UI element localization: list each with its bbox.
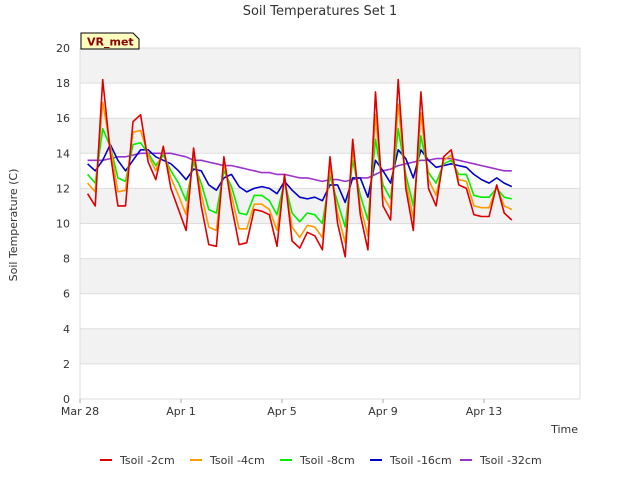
y-tick-label: 12 <box>56 182 70 195</box>
station-badge: VR_met <box>80 32 140 50</box>
y-tick-label: 10 <box>56 218 70 231</box>
series-line <box>86 78 513 258</box>
legend-label: Tsoil -16cm <box>389 454 452 467</box>
x-tick-label: Apr 1 <box>166 405 196 418</box>
x-tick-label: Apr 9 <box>368 405 398 418</box>
station-badge-box <box>80 32 140 50</box>
legend: Tsoil -2cm Tsoil -4cm Tsoil -8cm Tsoil -16c… <box>100 454 542 467</box>
plot-band <box>80 258 580 294</box>
plot-band <box>80 328 580 364</box>
plot-band <box>80 118 580 154</box>
y-tick-label: 20 <box>56 42 70 55</box>
series-line <box>87 143 513 204</box>
legend-label: Tsoil -2cm <box>119 454 175 467</box>
x-tick-label: Apr 5 <box>267 405 297 418</box>
y-tick-label: 8 <box>63 253 70 266</box>
plot-band <box>80 188 580 224</box>
legend-label: Tsoil -8cm <box>299 454 355 467</box>
legend-label: Tsoil -4cm <box>209 454 265 467</box>
grid-lines <box>79 47 581 400</box>
y-tick-label: 6 <box>63 288 70 301</box>
x-tick-label: Mar 28 <box>61 405 99 418</box>
y-axis-ticks: 0 2 4 6 8 10 12 14 16 18 20 <box>56 42 70 406</box>
x-tick-label: Apr 13 <box>466 405 503 418</box>
y-tick-label: 14 <box>56 147 70 160</box>
plot-band <box>80 48 580 84</box>
y-tick-label: 0 <box>63 393 70 406</box>
series-lines <box>86 78 513 258</box>
chart-title: Soil Temperatures Set 1 <box>243 4 398 19</box>
x-axis-ticks: Mar 28 Apr 1 Apr 5 Apr 9 Apr 13 <box>61 399 502 418</box>
y-axis-label: Soil Temperature (C) <box>7 169 20 282</box>
x-axis-label: Time <box>550 423 578 436</box>
y-tick-label: 4 <box>63 323 70 336</box>
series-line <box>87 152 512 183</box>
station-badge-label: VR_met <box>87 36 134 49</box>
y-tick-label: 16 <box>56 112 70 125</box>
y-tick-label: 18 <box>56 77 70 90</box>
legend-label: Tsoil -32cm <box>479 454 542 467</box>
y-tick-label: 2 <box>63 358 70 371</box>
